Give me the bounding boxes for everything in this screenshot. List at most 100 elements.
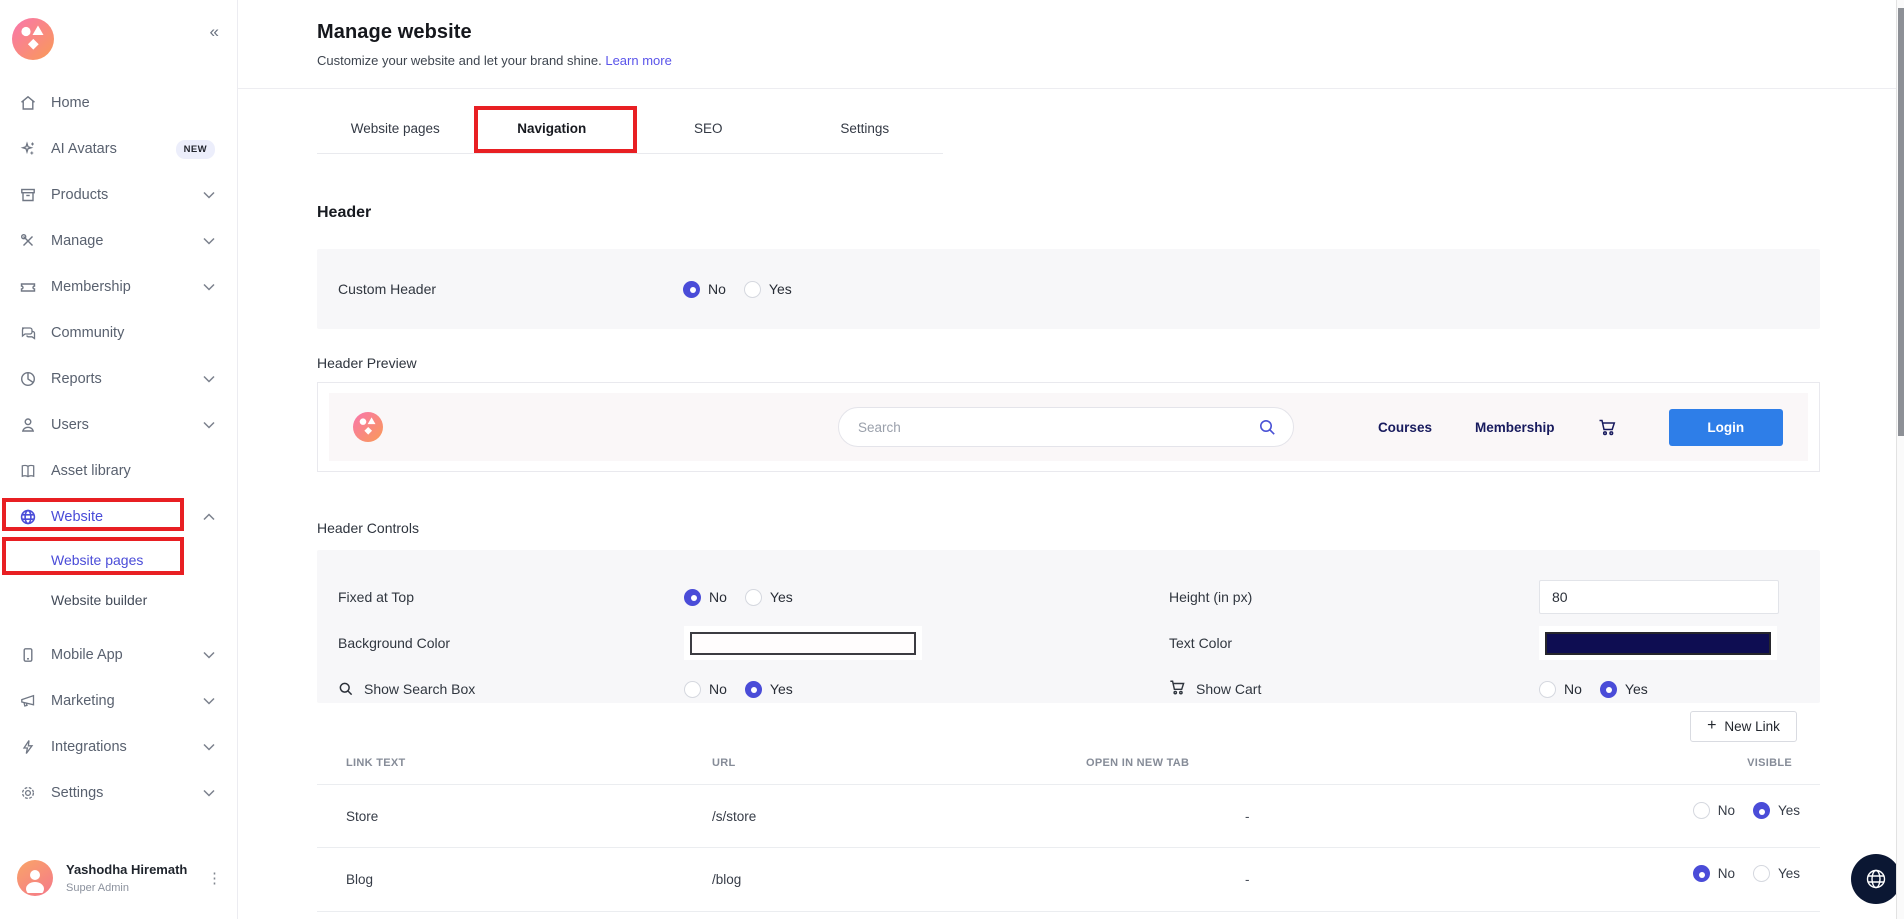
radio-no[interactable]	[684, 680, 701, 698]
link-text-cell: Store	[346, 809, 379, 824]
sidebar-collapse-button[interactable]: «	[209, 22, 219, 41]
search-input[interactable]	[858, 419, 1258, 435]
plus-icon: +	[1707, 717, 1717, 734]
floating-globe-button[interactable]	[1851, 854, 1901, 904]
sidebar-item-settings[interactable]: Settings	[0, 770, 237, 816]
search-icon[interactable]	[1258, 418, 1277, 437]
chevron-down-icon	[203, 237, 215, 245]
sidebar-item-website[interactable]: Website	[0, 494, 237, 540]
show-search-radio-group: No Yes	[684, 680, 1169, 698]
section-title-header: Header	[317, 204, 372, 221]
radio-yes[interactable]	[1752, 865, 1770, 882]
chevron-down-icon	[203, 283, 215, 291]
sidebar-item-website-builder[interactable]: Website builder	[0, 580, 237, 620]
chevron-down-icon	[203, 743, 215, 751]
preview-link-membership[interactable]: Membership	[1474, 419, 1555, 435]
radio-yes[interactable]	[744, 588, 762, 606]
kebab-menu-icon[interactable]: ⋮	[207, 870, 222, 887]
sidebar-item-manage[interactable]: Manage	[0, 218, 237, 264]
text-color-text: Text Color	[1169, 635, 1233, 651]
visible-radio-group: No Yes	[1692, 802, 1800, 819]
preview-logo	[353, 412, 383, 442]
sidebar-item-community[interactable]: Community	[0, 310, 237, 356]
lightning-icon	[22, 740, 34, 754]
radio-yes-label: Yes	[769, 589, 793, 605]
sidebar-item-ai-avatars[interactable]: AI Avatars NEW	[0, 126, 237, 172]
user-profile[interactable]: Yashodha Hiremath Super Admin ⋮	[0, 850, 238, 906]
box-icon	[21, 188, 35, 202]
radio-yes[interactable]	[1752, 802, 1770, 819]
col-url: URL	[712, 757, 736, 769]
login-button[interactable]: Login	[1668, 408, 1783, 446]
new-link-label: New Link	[1724, 719, 1780, 734]
page-subtitle-text: Customize your website and let your bran…	[317, 53, 602, 68]
sidebar-item-mobile-app[interactable]: Mobile App	[0, 632, 237, 678]
custom-header-radio-group: No Yes	[683, 280, 802, 298]
new-badge: NEW	[175, 139, 215, 159]
tab-navigation[interactable]: Navigation	[474, 89, 631, 153]
sidebar-item-integrations[interactable]: Integrations	[0, 724, 237, 770]
globe-icon	[1866, 869, 1886, 889]
learn-more-link[interactable]: Learn more	[605, 53, 672, 68]
radio-no[interactable]	[683, 280, 700, 298]
radio-no[interactable]	[1692, 802, 1710, 819]
tab-website-pages[interactable]: Website pages	[350, 121, 440, 136]
sidebar-item-users[interactable]: Users	[0, 402, 237, 448]
background-color-text: Background Color	[338, 635, 451, 651]
background-color-picker[interactable]	[684, 626, 922, 660]
home-icon	[21, 95, 35, 110]
sidebar-item-asset-library[interactable]: Asset library	[0, 448, 237, 494]
sidebar-item-label: Community	[51, 325, 125, 341]
table-row: Store /s/store - No Yes	[317, 785, 1820, 848]
preview-nav: Courses Membership	[1378, 418, 1617, 437]
radio-yes-label: Yes	[768, 281, 792, 297]
table-row: Blog /blog - No Yes	[317, 848, 1820, 912]
sidebar-item-products[interactable]: Products	[0, 172, 237, 218]
radio-no[interactable]	[1692, 865, 1710, 882]
url-cell: /blog	[712, 872, 742, 887]
radio-yes[interactable]	[1599, 680, 1617, 698]
tab-settings[interactable]: Settings	[840, 121, 890, 136]
open-new-tab-cell: -	[1245, 809, 1250, 824]
preview-link-courses[interactable]: Courses	[1377, 419, 1432, 435]
scrollbar-thumb[interactable]	[1898, 8, 1904, 436]
sidebar-nav: Home AI Avatars NEW Products Manage Memb…	[0, 80, 237, 816]
gear-icon	[21, 786, 35, 800]
sidebar-subitem-label: Website builder	[51, 592, 148, 608]
sparkles-icon	[20, 141, 34, 155]
text-color-picker[interactable]	[1539, 626, 1777, 660]
sidebar-item-home[interactable]: Home	[0, 80, 237, 126]
tab-seo[interactable]: SEO	[693, 121, 723, 136]
links-table-header: LINK TEXT URL OPEN IN NEW TAB VISIBLE	[317, 749, 1820, 785]
user-role: Super Admin	[66, 882, 129, 894]
height-input[interactable]	[1539, 580, 1779, 614]
show-search-text: Show Search Box	[364, 681, 476, 697]
main-content: Manage website Customize your website an…	[238, 0, 1896, 919]
sidebar-item-label: Settings	[51, 785, 104, 801]
cart-icon[interactable]	[1598, 418, 1617, 437]
text-color-label: Text Color	[1169, 635, 1539, 651]
pie-icon	[20, 371, 36, 387]
sidebar: « Home AI Avatars NEW Products Manage	[0, 0, 238, 919]
radio-yes[interactable]	[743, 280, 761, 298]
sidebar-item-membership[interactable]: Membership	[0, 264, 237, 310]
sidebar-item-marketing[interactable]: Marketing	[0, 678, 237, 724]
scrollbar-track[interactable]	[1896, 0, 1904, 919]
sidebar-item-label: Home	[51, 95, 90, 111]
new-link-button[interactable]: + New Link	[1690, 711, 1797, 742]
avatar	[17, 860, 53, 896]
show-search-label: Show Search Box	[338, 681, 684, 697]
col-link-text: LINK TEXT	[346, 757, 406, 769]
radio-no[interactable]	[684, 588, 701, 606]
page-title: Manage website	[317, 21, 472, 43]
fixed-at-top-text: Fixed at Top	[338, 589, 415, 605]
radio-no[interactable]	[1539, 680, 1556, 698]
col-visible: VISIBLE	[1747, 757, 1792, 769]
sidebar-item-website-pages[interactable]: Website pages	[0, 540, 237, 580]
radio-yes[interactable]	[744, 680, 762, 698]
sidebar-item-label: Membership	[51, 279, 131, 295]
header-controls-panel: Fixed at Top No Yes Height (in px)	[317, 550, 1820, 703]
chevron-down-icon	[203, 191, 215, 199]
sidebar-item-reports[interactable]: Reports	[0, 356, 237, 402]
